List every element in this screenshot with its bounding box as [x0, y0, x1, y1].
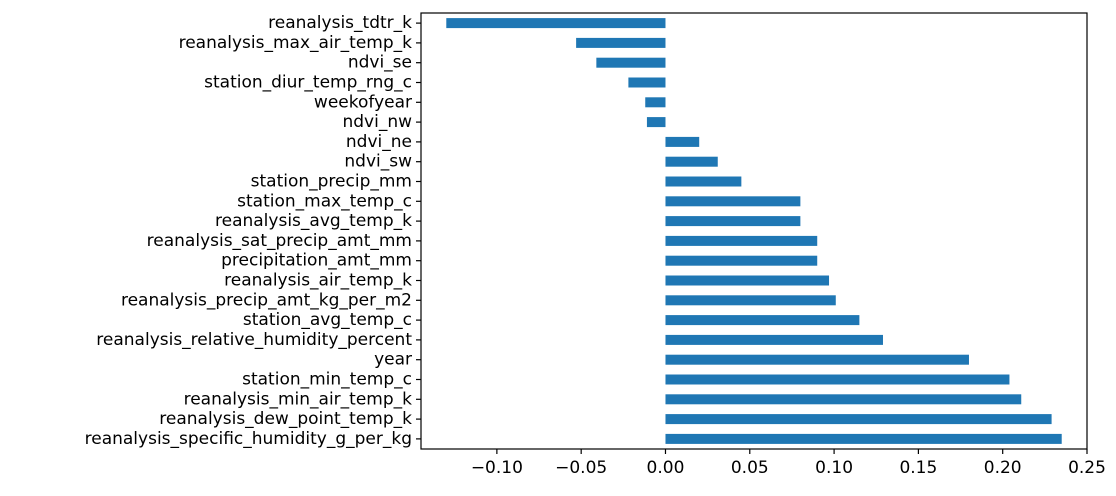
y-tick-label: station_precip_mm: [251, 172, 412, 192]
x-tick-label: 0.05: [731, 458, 769, 478]
x-axis: −0.10 −0.05 0.00 0.05 0.10 0.15 0.20 0.25: [471, 449, 1106, 478]
x-tick-label: −0.10: [471, 458, 523, 478]
bar-precipitation-amt-mm: [665, 255, 818, 266]
bar-reanalysis-tdtr-k: [446, 18, 666, 29]
bar-reanalysis-min-air-temp-k: [665, 394, 1022, 405]
bar-weekofyear: [645, 97, 666, 108]
bar-ndvi-se: [596, 57, 666, 68]
bar-reanalysis-specific-humidity-g-per-kg: [665, 433, 1062, 444]
x-tick-label: −0.05: [555, 458, 607, 478]
y-tick-label: reanalysis_relative_humidity_percent: [96, 330, 412, 350]
y-tick-label: reanalysis_air_temp_k: [224, 271, 412, 291]
y-tick-label: reanalysis_min_air_temp_k: [184, 389, 413, 409]
y-tick-label: reanalysis_dew_point_temp_k: [159, 409, 412, 429]
y-tick-label: reanalysis_specific_humidity_g_per_kg: [85, 429, 412, 449]
y-tick-label: reanalysis_tdtr_k: [268, 13, 412, 33]
x-tick-label: 0.15: [899, 458, 937, 478]
x-tick-label: 0.25: [1068, 458, 1106, 478]
bar-station-min-temp-c: [665, 374, 1010, 385]
bar-station-avg-temp-c: [665, 315, 860, 326]
bar-reanalysis-sat-precip-amt-mm: [665, 235, 818, 246]
x-tick-label: 0.20: [984, 458, 1022, 478]
y-tick-label: station_min_temp_c: [242, 370, 412, 390]
y-tick-label: station_max_temp_c: [237, 191, 412, 211]
x-tick-label: 0.10: [815, 458, 853, 478]
y-tick-label: ndvi_se: [348, 53, 412, 73]
bar-station-max-temp-c: [665, 196, 801, 207]
y-tick-label: precipitation_amt_mm: [221, 251, 412, 271]
bar-ndvi-sw: [665, 156, 718, 167]
y-tick-labels: reanalysis_tdtr_kreanalysis_max_air_temp…: [85, 13, 421, 449]
y-tick-label: ndvi_nw: [342, 112, 412, 132]
bar-station-precip-mm: [665, 176, 742, 187]
bar-reanalysis-max-air-temp-k: [576, 37, 666, 48]
bar-ndvi-nw: [646, 117, 666, 128]
bar-year: [665, 354, 969, 365]
plot-frame: [420, 12, 1088, 450]
y-tick-label: ndvi_ne: [346, 132, 412, 152]
y-tick-label: reanalysis_avg_temp_k: [215, 211, 412, 231]
bar-station-diur-temp-rng-c: [628, 77, 666, 88]
y-tick-label: reanalysis_sat_precip_amt_mm: [147, 231, 412, 251]
y-tick-label: station_avg_temp_c: [243, 310, 412, 330]
bar-ndvi-ne: [665, 136, 700, 147]
y-tick-label: reanalysis_max_air_temp_k: [179, 33, 413, 53]
y-tick-label: year: [374, 350, 412, 370]
y-tick-label: ndvi_sw: [344, 152, 412, 172]
y-tick-label: station_diur_temp_rng_c: [204, 73, 412, 93]
bar-reanalysis-air-temp-k: [665, 275, 830, 286]
y-tick-label: weekofyear: [314, 92, 412, 112]
bar-reanalysis-relative-humidity-percent: [665, 334, 883, 345]
x-tick-label: 0.00: [647, 458, 685, 478]
bar-group: [446, 18, 1062, 444]
bar-reanalysis-dew-point-temp-k: [665, 414, 1052, 425]
bar-reanalysis-avg-temp-k: [665, 216, 801, 227]
bar-reanalysis-precip-amt-kg-per-m2: [665, 295, 836, 306]
y-tick-label: reanalysis_precip_amt_kg_per_m2: [121, 290, 412, 310]
